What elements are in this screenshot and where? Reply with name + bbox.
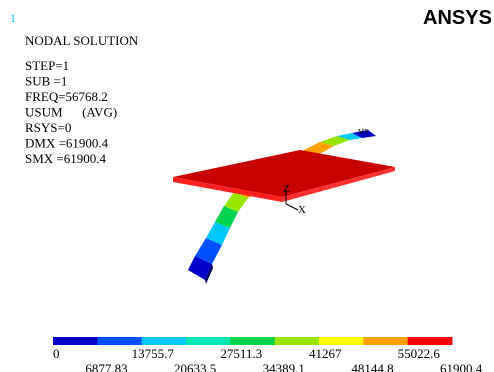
legend-swatch — [319, 337, 364, 345]
legend-label: 61900.4 — [440, 361, 483, 372]
legend-swatch — [408, 337, 453, 345]
viewport: 1 NODAL SOLUTION ANSYS MX Z X STEP=1SUB … — [0, 0, 494, 372]
logo: ANSYS — [423, 7, 492, 29]
legend-label: 13755.7 — [132, 346, 175, 361]
info-line: USUM (AVG) — [25, 105, 117, 120]
legend-swatch — [53, 337, 98, 345]
legend-swatch — [363, 337, 408, 345]
info-line: FREQ=56768.2 — [25, 89, 108, 104]
ansys-window: 1 NODAL SOLUTION ANSYS MX Z X STEP=1SUB … — [0, 0, 494, 372]
legend-label: 41267 — [309, 346, 342, 361]
legend-label: 0 — [53, 346, 60, 361]
legend-swatch — [97, 337, 142, 345]
legend-swatch — [230, 337, 275, 345]
model — [173, 130, 395, 284]
info-line: SUB =1 — [25, 74, 67, 89]
info-line: DMX =61900.4 — [25, 136, 109, 151]
info-line: RSYS=0 — [25, 120, 71, 135]
max-marker: MX — [358, 128, 369, 136]
legend-swatch — [142, 337, 187, 345]
logo-text: ANSYS — [423, 7, 492, 29]
legend: 0 13755.7 27511.3 41267 55022.6 6877.83 20633.… — [53, 337, 483, 372]
info-line: STEP=1 — [25, 58, 69, 73]
axis-x: X — [298, 204, 306, 216]
axis-z: Z — [283, 183, 290, 195]
window-number: 1 — [10, 11, 16, 25]
legend-swatch — [186, 337, 231, 345]
legend-label: 20633.5 — [174, 361, 216, 372]
legend-label: 34389.1 — [263, 361, 305, 372]
legend-label: 55022.6 — [398, 346, 441, 361]
legend-swatch — [275, 337, 320, 345]
legend-label: 27511.3 — [220, 346, 262, 361]
legend-label: 48144.8 — [351, 361, 393, 372]
info-line: SMX =61900.4 — [25, 151, 107, 166]
title: NODAL SOLUTION — [25, 33, 139, 48]
legend-label: 6877.83 — [85, 361, 127, 372]
